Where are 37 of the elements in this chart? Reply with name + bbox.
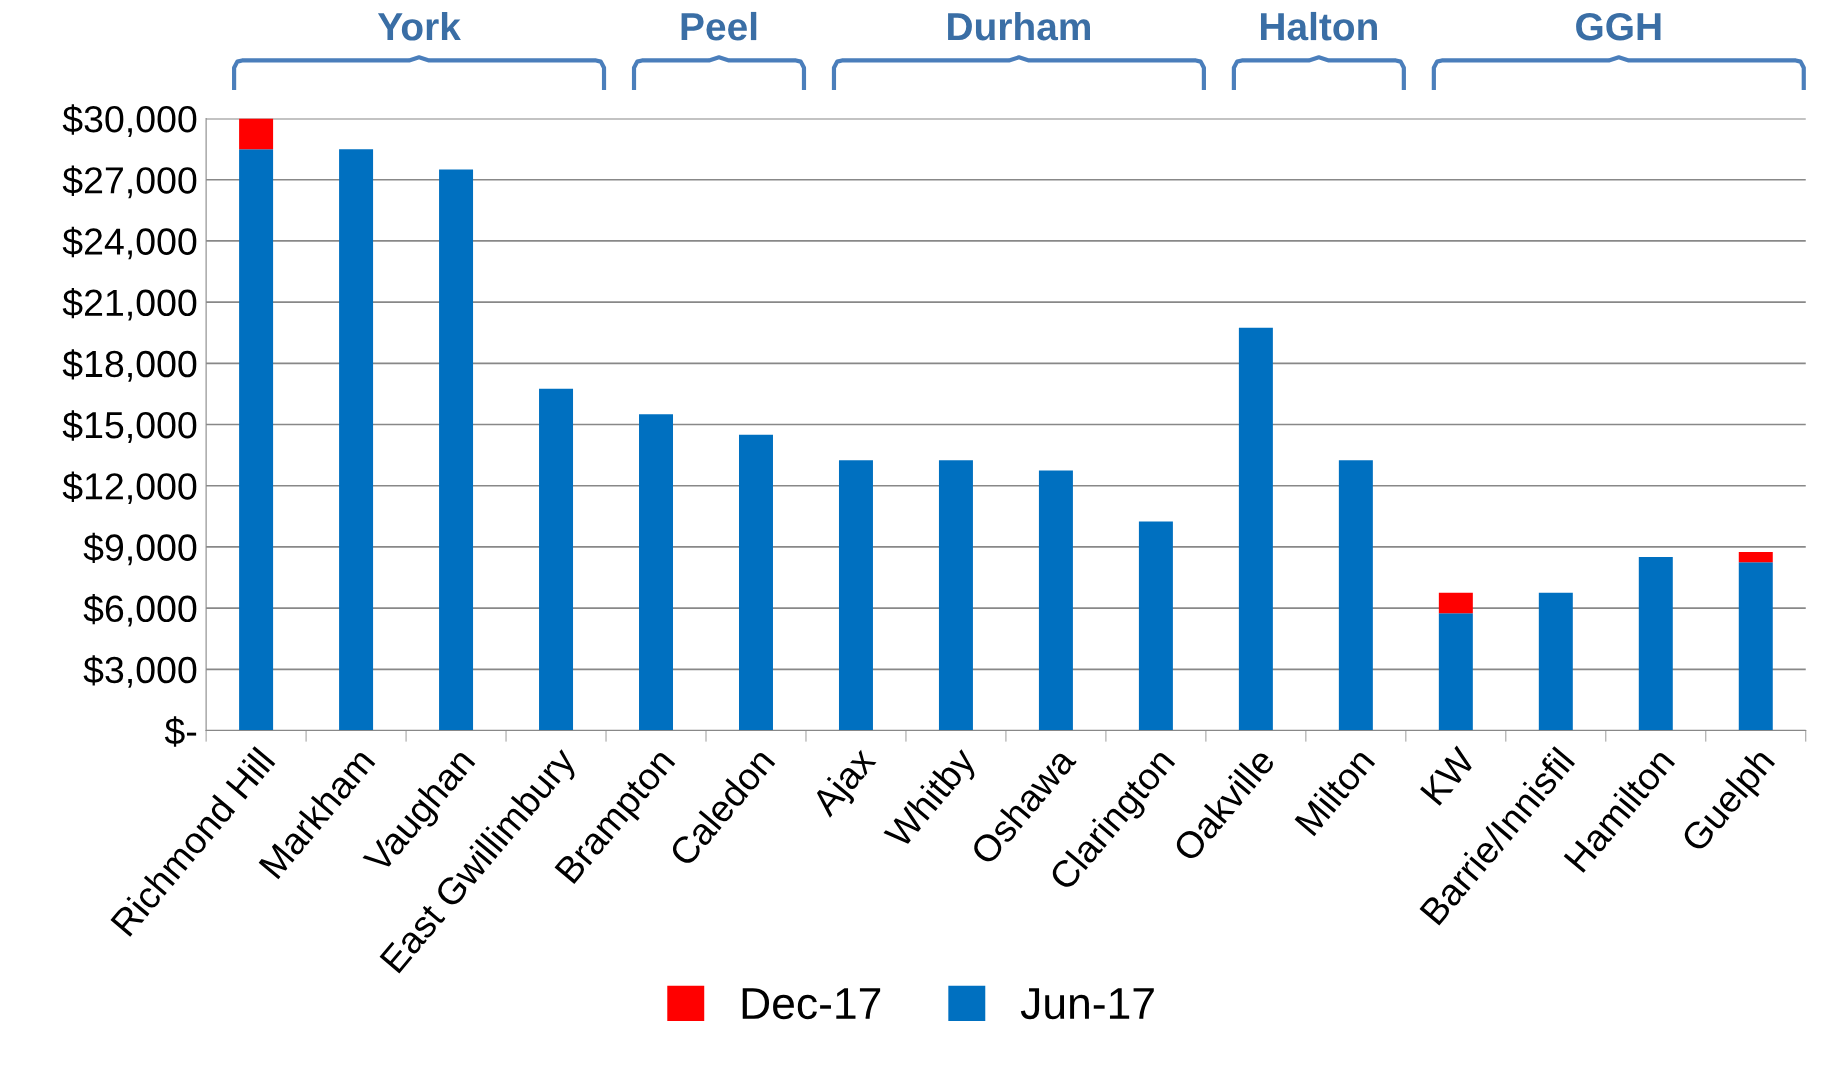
text: Durham: [948, 11, 1090, 41]
text: York: [377, 11, 461, 41]
y-tick-label: $21,000: [62, 287, 197, 321]
text: GGH: [1576, 12, 1661, 41]
bar: [1738, 562, 1773, 731]
text: Peel: [681, 11, 757, 41]
bar: [1138, 521, 1173, 731]
bar: [1338, 460, 1373, 731]
y-tick-label: $-: [164, 716, 197, 747]
y-tick-label: $27,000: [62, 165, 197, 199]
bar: [639, 414, 674, 731]
y-tick-label: $9,000: [83, 532, 197, 566]
y-tick-label: $3,000: [83, 655, 197, 688]
bar: [539, 388, 574, 731]
bar: [239, 149, 274, 731]
legend-label: Dec-17: [742, 988, 881, 1020]
bar: [1738, 552, 1773, 563]
bar: [239, 118, 274, 150]
bar: [738, 434, 773, 731]
bar: [339, 149, 374, 731]
bar: [1238, 327, 1273, 731]
y-tick-label: $30,000: [62, 104, 197, 137]
y-tick-label: $18,000: [62, 349, 197, 382]
bar: [1638, 557, 1673, 731]
bar: [1038, 470, 1073, 731]
bar: [938, 460, 973, 731]
bar: [1438, 613, 1473, 731]
legend-label: Jun-17: [1020, 988, 1154, 1020]
bar: [1438, 592, 1473, 614]
text: Halton: [1260, 11, 1377, 41]
y-tick-label: $15,000: [62, 410, 197, 443]
y-tick-label: $24,000: [62, 226, 197, 260]
y-tick-label: $6,000: [83, 593, 197, 627]
bar: [838, 460, 873, 731]
y-tick-label: $12,000: [62, 471, 197, 505]
bar: [439, 169, 474, 731]
bar: [1538, 592, 1573, 731]
